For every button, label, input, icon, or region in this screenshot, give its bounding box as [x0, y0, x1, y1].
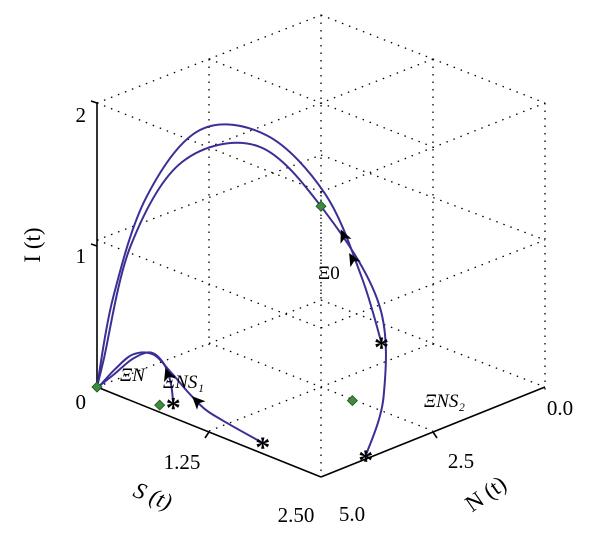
- equilibrium-marker: [315, 200, 327, 212]
- i-tick-label: 1: [76, 244, 87, 268]
- trajectory-line: [96, 123, 383, 388]
- trajectory-line: [99, 351, 264, 444]
- n-tick-label: 5.0: [339, 502, 365, 526]
- n-tick-label: 2.5: [448, 449, 474, 473]
- s-tick-label: 1.25: [164, 450, 201, 474]
- n-tick-label: 0.0: [547, 396, 573, 420]
- start-marker: *: [374, 331, 389, 364]
- axis-labels: I (t) S (t) N (t): [20, 227, 511, 516]
- i-tick-label: 0: [76, 390, 87, 414]
- equilibrium-marker: [346, 395, 358, 407]
- start-marker: *: [166, 391, 181, 424]
- trajectories: [96, 123, 387, 457]
- equilibrium-label: ΞN: [120, 365, 146, 386]
- markers: * * * *: [91, 200, 389, 477]
- grid-line: [320, 154, 546, 241]
- equilibrium-label: ΞNS₁: [163, 372, 204, 393]
- direction-arrow: [340, 229, 352, 244]
- grid-lines: [96, 14, 546, 477]
- equilibrium-label: ΞNS₂: [424, 391, 465, 412]
- direction-arrow: [164, 367, 176, 383]
- start-marker: *: [255, 431, 270, 464]
- grid-line: [208, 58, 434, 148]
- direction-arrow: [192, 396, 206, 410]
- grid-line: [208, 342, 434, 432]
- n-axis-label: N (t): [460, 471, 510, 517]
- i-axis-tick: [90, 243, 98, 247]
- grid-line: [320, 239, 546, 329]
- equilibrium-marker: [154, 399, 166, 411]
- n-axis-tick: [432, 431, 438, 439]
- grid-line: [96, 239, 322, 329]
- i-axis-label: I (t): [20, 227, 45, 262]
- s-tick-label: 2.50: [278, 503, 315, 527]
- tick-labels: 2 1 0 1.25 2.50 0.0 2.5 5.0: [76, 103, 574, 527]
- trajectory-line: [96, 141, 387, 457]
- grid-line: [320, 102, 546, 193]
- i-tick-label: 2: [76, 103, 87, 127]
- start-marker: *: [358, 444, 373, 477]
- i-axis-tick: [90, 100, 98, 104]
- direction-arrow: [349, 253, 361, 268]
- equilibrium-marker: [91, 381, 103, 393]
- equilibrium-labels: Ξ0 ΞN ΞNS₁ ΞNS₂: [120, 263, 465, 412]
- equilibrium-label: Ξ0: [318, 263, 340, 284]
- s-axis-label: S (t): [130, 477, 175, 515]
- axes: [90, 100, 546, 478]
- s-axis-tick: [204, 431, 210, 439]
